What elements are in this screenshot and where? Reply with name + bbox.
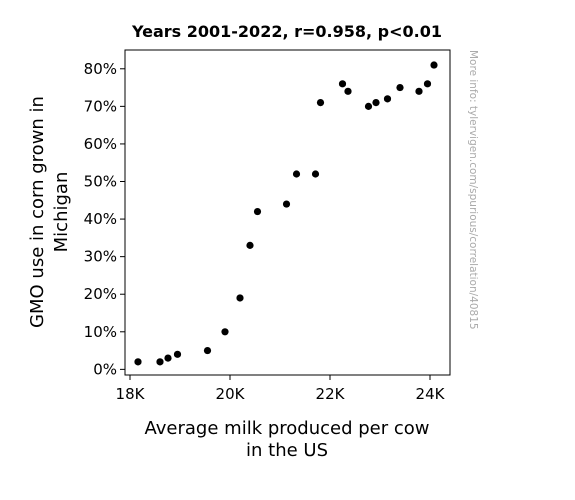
x-axis-label-line-1: Average milk produced per cow xyxy=(145,418,430,439)
data-point xyxy=(344,87,352,95)
y-tick-label: 20% xyxy=(84,285,117,303)
data-point xyxy=(396,83,404,92)
data-point xyxy=(253,207,262,216)
source-note: More info: tylervigen.com/spurious/corre… xyxy=(467,50,479,330)
chart-title: Years 2001-2022, r=0.958, p<0.01 xyxy=(131,22,442,41)
data-point xyxy=(338,80,347,88)
x-axis-label-line-2: in the US xyxy=(246,440,328,461)
y-tick-label: 40% xyxy=(84,210,117,228)
x-tick-label: 22K xyxy=(316,385,346,403)
y-tick-label: 70% xyxy=(84,97,117,115)
data-point xyxy=(134,358,142,366)
y-tick-label: 80% xyxy=(84,60,117,78)
y-axis-label-line-2: Michigan xyxy=(51,172,72,253)
data-point xyxy=(415,87,423,95)
data-point xyxy=(203,346,212,355)
y-axis: 0% 10% 20% 30% 40% 50% 60% 70% 80% xyxy=(84,60,125,378)
data-point xyxy=(364,102,373,110)
plot-frame xyxy=(124,49,451,376)
data-point xyxy=(164,354,172,362)
x-tick-label: 20K xyxy=(216,385,246,403)
data-point xyxy=(292,170,301,178)
data-point xyxy=(236,294,244,302)
data-point xyxy=(430,61,438,69)
data-point xyxy=(221,328,229,336)
data-point xyxy=(282,200,291,208)
y-axis-label-line-1: GMO use in corn grown in xyxy=(27,96,48,328)
y-tick-label: 30% xyxy=(84,248,117,266)
y-tick-label: 50% xyxy=(84,173,117,191)
data-point xyxy=(156,358,164,366)
data-point xyxy=(372,99,380,107)
x-tick-label: 18K xyxy=(116,385,146,403)
data-points xyxy=(134,61,438,366)
y-tick-label: 10% xyxy=(84,323,117,341)
data-point xyxy=(311,170,320,178)
y-tick-label: 60% xyxy=(84,135,117,153)
data-point xyxy=(173,350,182,358)
x-tick-label: 24K xyxy=(416,385,446,403)
data-point xyxy=(423,80,432,88)
data-point xyxy=(316,99,325,107)
data-point xyxy=(246,241,254,249)
data-point xyxy=(383,95,392,103)
y-tick-label: 0% xyxy=(93,360,117,378)
x-axis: 18K 20K 22K 24K xyxy=(116,375,446,403)
